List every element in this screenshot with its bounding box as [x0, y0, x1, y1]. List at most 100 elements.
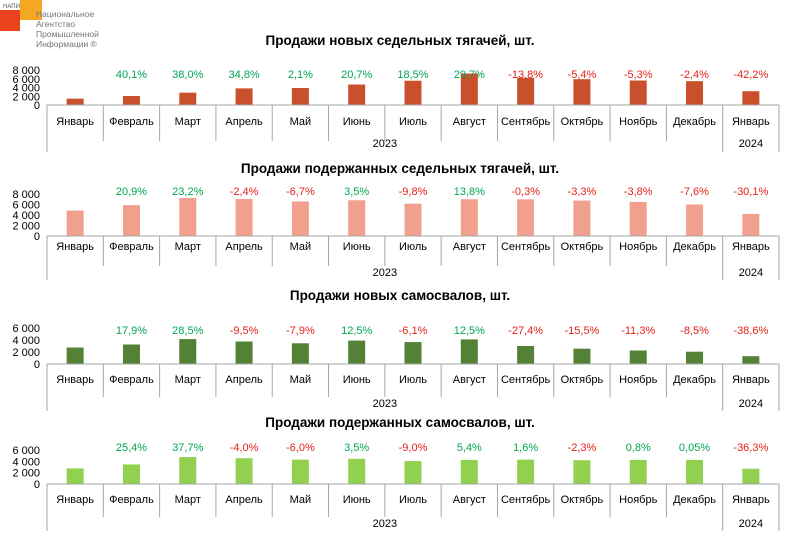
- bar: [179, 339, 197, 364]
- bar: [66, 210, 84, 236]
- bar: [348, 458, 366, 484]
- category-label: Июль: [399, 374, 427, 386]
- category-label: Январь: [56, 494, 94, 506]
- year-label: 2024: [739, 398, 763, 410]
- category-label: Июнь: [343, 374, 371, 386]
- category-label: Март: [175, 241, 201, 253]
- category-label: Март: [175, 374, 201, 386]
- data-label: 0,05%: [679, 442, 710, 454]
- bar: [629, 350, 647, 364]
- bar: [122, 96, 140, 105]
- category-label: Сентябрь: [501, 494, 551, 506]
- category-label: Сентябрь: [501, 241, 551, 253]
- data-label: -7,6%: [680, 186, 709, 198]
- category-label: Ноябрь: [619, 374, 657, 386]
- data-label: -42,2%: [733, 69, 768, 81]
- category-label: Апрель: [225, 494, 263, 506]
- bar: [517, 459, 535, 484]
- category-label: Июль: [399, 241, 427, 253]
- data-label: 20,9%: [116, 186, 147, 198]
- data-label: -2,4%: [230, 186, 259, 198]
- data-label: -7,9%: [286, 325, 315, 337]
- data-label: 37,7%: [172, 442, 203, 454]
- year-label: 2023: [373, 398, 397, 410]
- category-label: Август: [453, 241, 486, 253]
- data-label: 23,2%: [172, 186, 203, 198]
- data-label: -9,8%: [399, 186, 428, 198]
- napi-logo: НАПИ Национальное Агентство Промышленной…: [0, 0, 99, 49]
- data-label: -15,5%: [564, 325, 599, 337]
- data-label: 3,5%: [344, 442, 369, 454]
- y-tick-label: 2 000: [12, 468, 40, 480]
- year-label: 2024: [739, 518, 763, 530]
- category-label: Апрель: [225, 116, 263, 128]
- data-label: 28,5%: [172, 325, 203, 337]
- logo-line-4: Информации ®: [36, 39, 98, 49]
- data-label: -36,3%: [733, 442, 768, 454]
- bar: [122, 464, 140, 484]
- y-tick-label: 6 000: [12, 445, 40, 457]
- category-label: Ноябрь: [619, 241, 657, 253]
- data-label: -6,7%: [286, 186, 315, 198]
- category-label: Август: [453, 494, 486, 506]
- data-label: -6,1%: [399, 325, 428, 337]
- data-label: -2,3%: [568, 442, 597, 454]
- bar: [348, 84, 366, 105]
- y-tick-label: 4 000: [12, 210, 40, 222]
- bar: [742, 91, 760, 105]
- y-tick-label: 2 000: [12, 221, 40, 233]
- bar: [179, 92, 197, 105]
- data-label: -0,3%: [511, 186, 540, 198]
- category-label: Май: [290, 494, 312, 506]
- category-label: Март: [175, 494, 201, 506]
- bar: [686, 351, 704, 364]
- y-tick-label: 8 000: [12, 189, 40, 201]
- bar: [629, 80, 647, 105]
- data-label: 20,7%: [341, 69, 372, 81]
- bar: [573, 79, 591, 105]
- category-label: Июнь: [343, 494, 371, 506]
- bar: [122, 344, 140, 364]
- category-label: Август: [453, 374, 486, 386]
- data-label: -27,4%: [508, 325, 543, 337]
- bar: [742, 356, 760, 364]
- chart-title: Продажи новых самосвалов, шт.: [290, 288, 510, 303]
- bar: [179, 457, 197, 484]
- category-label: Январь: [732, 494, 770, 506]
- category-label: Июль: [399, 116, 427, 128]
- bar: [573, 200, 591, 236]
- category-label: Декабрь: [673, 494, 716, 506]
- bar: [404, 342, 422, 364]
- bar: [460, 339, 478, 364]
- y-tick-label: 6 000: [12, 323, 40, 335]
- bar: [291, 343, 309, 364]
- bar: [235, 458, 253, 484]
- category-label: Декабрь: [673, 374, 716, 386]
- data-label: -5,4%: [568, 69, 597, 81]
- data-label: 34,8%: [228, 69, 259, 81]
- bar: [291, 459, 309, 484]
- bar: [460, 199, 478, 236]
- bar: [573, 460, 591, 484]
- category-label: Июль: [399, 494, 427, 506]
- category-label: Январь: [56, 241, 94, 253]
- data-label: -2,4%: [680, 69, 709, 81]
- data-label: -5,3%: [624, 69, 653, 81]
- logo-line-2: Агентство: [36, 19, 75, 29]
- logo-orange-square: [20, 0, 42, 20]
- chart-title: Продажи подержанных седельных тягачей, ш…: [241, 161, 559, 176]
- bar: [517, 199, 535, 236]
- bar: [686, 459, 704, 484]
- year-label: 2023: [373, 138, 397, 150]
- bar: [66, 468, 84, 484]
- data-label: -9,0%: [399, 442, 428, 454]
- data-label: 17,9%: [116, 325, 147, 337]
- data-label: -11,3%: [621, 325, 655, 337]
- category-label: Январь: [56, 374, 94, 386]
- bar: [291, 201, 309, 236]
- bar: [686, 204, 704, 236]
- category-label: Февраль: [109, 116, 154, 128]
- bar: [629, 201, 647, 236]
- data-label: 0,8%: [626, 442, 651, 454]
- bar: [235, 341, 253, 364]
